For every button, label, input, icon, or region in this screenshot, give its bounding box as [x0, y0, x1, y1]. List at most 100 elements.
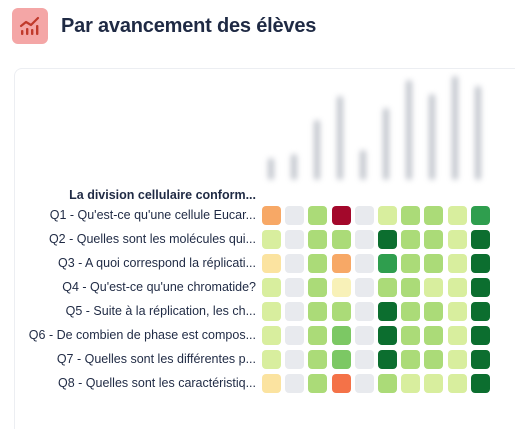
heatmap-cell[interactable] [262, 254, 281, 273]
heatmap-cell[interactable] [285, 326, 305, 345]
heatmap-cell[interactable] [447, 278, 467, 297]
heatmap-cell[interactable] [378, 206, 397, 225]
heatmap-cell[interactable] [308, 278, 328, 297]
heatmap-cell[interactable] [378, 254, 397, 273]
heatmap-cell[interactable] [424, 302, 444, 321]
heatmap-cell[interactable] [378, 350, 397, 369]
heatmap-cell[interactable] [354, 326, 374, 345]
heatmap-cell[interactable] [424, 230, 444, 249]
heatmap-cell[interactable] [331, 302, 351, 321]
heatmap-cell[interactable] [447, 374, 467, 393]
question-label[interactable]: Q1 - Qu'est-ce qu'une cellule Eucar... [49, 208, 256, 222]
heatmap-cell[interactable] [470, 254, 490, 273]
heatmap-cell[interactable] [285, 278, 305, 297]
heatmap-cell[interactable] [331, 350, 351, 369]
heatmap-cell[interactable] [308, 302, 328, 321]
heatmap-cell[interactable] [424, 206, 444, 225]
heatmap-cell[interactable] [401, 254, 421, 273]
heatmap-cell[interactable] [262, 278, 281, 297]
heatmap-cell[interactable] [262, 230, 281, 249]
heatmap-cell[interactable] [308, 206, 328, 225]
question-label[interactable]: Q5 - Suite à la réplication, les ch... [65, 304, 256, 318]
heatmap-cell[interactable] [354, 350, 374, 369]
heatmap-cell[interactable] [401, 350, 421, 369]
heatmap-cell[interactable] [354, 374, 374, 393]
question-label[interactable]: Q6 - De combien de phase est compos... [28, 328, 256, 342]
heatmap-cell[interactable] [470, 326, 490, 345]
heatmap-cell[interactable] [308, 230, 328, 249]
heatmap-cell[interactable] [308, 254, 328, 273]
heatmap-cell[interactable] [378, 230, 397, 249]
section-title: La division cellulaire conform... [69, 188, 256, 202]
heatmap-cell[interactable] [470, 374, 490, 393]
student-label [475, 86, 481, 180]
heatmap-cell[interactable] [285, 230, 305, 249]
question-label[interactable]: Q8 - Quelles sont les caractéristiq... [58, 376, 256, 390]
question-label[interactable]: Q2 - Quelles sont les molécules qui... [48, 232, 256, 246]
heatmap-cell[interactable] [447, 326, 467, 345]
heatmap-cell[interactable] [262, 350, 281, 369]
student-label [360, 150, 366, 180]
heatmap-cell[interactable] [262, 302, 281, 321]
student-label [314, 120, 320, 180]
heatmap-cell[interactable] [447, 254, 467, 273]
heatmap-cell[interactable] [285, 254, 305, 273]
page-title: Par avancement des élèves [61, 14, 317, 37]
heatmap-cell[interactable] [378, 302, 397, 321]
heatmap-cell[interactable] [470, 278, 490, 297]
heatmap-cell[interactable] [447, 302, 467, 321]
student-name-labels-blurred [262, 70, 502, 180]
heatmap-cell[interactable] [285, 350, 305, 369]
heatmap-cell[interactable] [308, 374, 328, 393]
heatmap-cell[interactable] [470, 350, 490, 369]
student-label [291, 154, 297, 180]
heatmap-cell[interactable] [470, 230, 490, 249]
heatmap-cell[interactable] [331, 254, 351, 273]
heatmap-cell[interactable] [354, 278, 374, 297]
heatmap-cell[interactable] [470, 302, 490, 321]
heatmap-cell[interactable] [331, 374, 351, 393]
heatmap-cell[interactable] [378, 374, 397, 393]
heatmap-cell[interactable] [354, 254, 374, 273]
heatmap-cell[interactable] [331, 326, 351, 345]
heatmap-cell[interactable] [354, 302, 374, 321]
heatmap-cell[interactable] [285, 206, 305, 225]
heatmap-cell[interactable] [447, 230, 467, 249]
heatmap-cell[interactable] [262, 206, 281, 225]
heatmap-cell[interactable] [354, 230, 374, 249]
question-label[interactable]: Q3 - A quoi correspond la réplicati... [57, 256, 256, 270]
student-label [268, 158, 274, 180]
heatmap-cell[interactable] [308, 326, 328, 345]
header-icon-badge [12, 8, 48, 44]
heatmap-cell[interactable] [470, 206, 490, 225]
question-label[interactable]: Q4 - Qu'est-ce qu'une chromatide? [62, 280, 256, 294]
heatmap-cell[interactable] [424, 326, 444, 345]
heatmap-cell[interactable] [401, 302, 421, 321]
heatmap-cell[interactable] [285, 374, 305, 393]
student-label [337, 96, 343, 180]
heatmap-cell[interactable] [424, 278, 444, 297]
heatmap-cell[interactable] [401, 278, 421, 297]
heatmap-cell[interactable] [447, 350, 467, 369]
heatmap-cell[interactable] [262, 326, 281, 345]
heatmap-cell[interactable] [401, 230, 421, 249]
bar-chart-icon [19, 16, 40, 35]
heatmap-cell[interactable] [378, 326, 397, 345]
heatmap-cell[interactable] [262, 374, 281, 393]
question-label[interactable]: Q7 - Quelles sont les différentes p... [56, 352, 256, 366]
heatmap-cell[interactable] [447, 206, 467, 225]
student-label [406, 80, 412, 180]
heatmap-cell[interactable] [354, 206, 374, 225]
heatmap-cell[interactable] [378, 278, 397, 297]
heatmap-cell[interactable] [424, 350, 444, 369]
heatmap-cell[interactable] [424, 254, 444, 273]
heatmap-cell[interactable] [401, 374, 421, 393]
heatmap-cell[interactable] [401, 326, 421, 345]
heatmap-cell[interactable] [331, 278, 351, 297]
heatmap-cell[interactable] [424, 374, 444, 393]
heatmap-cell[interactable] [331, 206, 351, 225]
heatmap-cell[interactable] [308, 350, 328, 369]
heatmap-cell[interactable] [331, 230, 351, 249]
heatmap-cell[interactable] [401, 206, 421, 225]
heatmap-cell[interactable] [285, 302, 305, 321]
